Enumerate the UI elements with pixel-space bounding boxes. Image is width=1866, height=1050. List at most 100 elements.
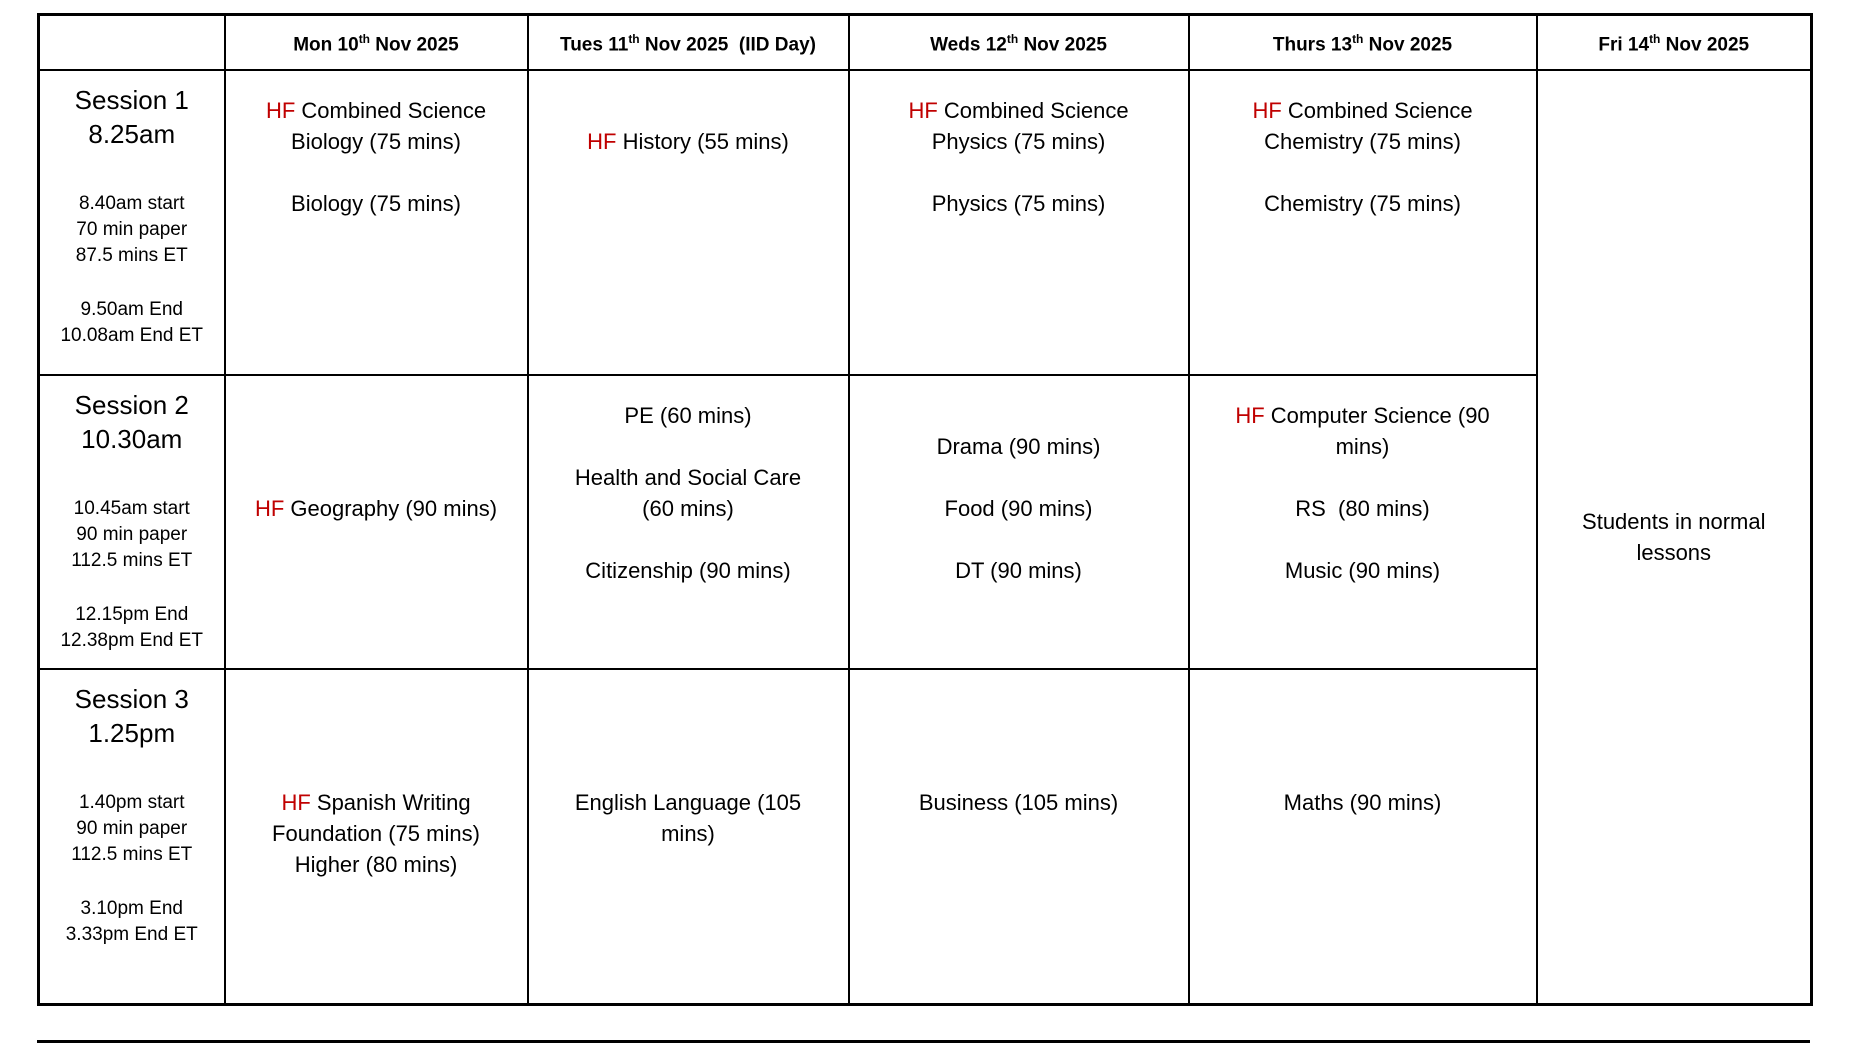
session-2-row: Session 2 10.30am 10.45am start 90 min pape… — [37, 373, 1812, 670]
session-detail: 10.45am start — [73, 497, 190, 519]
exam-timetable: Mon 10th Nov 2025 Tues 11th Nov 2025 (IID… — [37, 13, 1813, 1006]
exam-entry-text: Foundation (75 mins) — [272, 820, 480, 846]
spacer-line — [1198, 694, 1528, 725]
session-name: Session 2 — [74, 389, 189, 420]
day-header-text: Nov 2025 — [1018, 34, 1107, 56]
session-name: Session 1 — [74, 84, 189, 115]
session-end-detail: 10.08am End ET — [60, 324, 204, 346]
day-header-wed: Weds 12th Nov 2025 — [847, 13, 1190, 71]
session-end-detail: 3.33pm End ET — [65, 923, 198, 945]
spacer-line — [234, 400, 519, 431]
exam-entry-text: Geography (90 mins) — [290, 495, 498, 521]
spacer-line — [1198, 725, 1528, 756]
exam-entry: mins) — [1198, 431, 1528, 462]
session-detail: 70 min paper — [76, 218, 188, 240]
day-header-text: Nov 2025 — [1660, 34, 1750, 56]
exam-entry: Physics (75 mins) — [858, 188, 1180, 219]
exam-cell-session-1-mon: HF Combined Science Biology (75 mins) Bio… — [223, 68, 529, 376]
exam-entry: Foundation (75 mins) — [234, 818, 519, 849]
exam-entry: Higher (80 mins) — [234, 849, 519, 880]
exam-entry-text: Spanish Writing — [316, 789, 471, 815]
hf-marker: HF — [908, 97, 938, 123]
session-end-detail: 12.15pm End — [75, 603, 189, 625]
exam-entry-text: Computer Science (90 — [1270, 402, 1490, 428]
spacer-line — [1198, 157, 1528, 188]
spacer-line — [858, 756, 1180, 787]
day-header-text: Thurs 13 — [1272, 34, 1353, 56]
day-header-text: Tues 11 — [560, 34, 629, 56]
exam-entry-text: (60 mins) — [642, 495, 734, 521]
exam-entry: Food (90 mins) — [858, 493, 1180, 524]
spacer-line — [537, 95, 840, 126]
exam-entry-text: DT (90 mins) — [955, 557, 1082, 583]
exam-entry: HF Combined Science — [858, 95, 1180, 126]
exam-entry-text: RS (80 mins) — [1295, 495, 1430, 521]
exam-cell-session-3-tue: English Language (105 mins) — [526, 667, 850, 1006]
spacer-line — [234, 431, 519, 462]
exam-entry-text: Drama (90 mins) — [936, 433, 1101, 459]
hf-marker: HF — [1235, 402, 1265, 428]
ordinal-suffix: th — [358, 32, 371, 47]
exam-entry-text: Combined Science — [943, 97, 1129, 123]
exam-entry: HF Combined Science — [1198, 95, 1528, 126]
spacer-line — [234, 157, 519, 188]
gap — [41, 456, 223, 496]
exam-entry: PE (60 mins) — [537, 400, 840, 431]
spacer-line — [537, 431, 840, 462]
gap — [41, 750, 223, 790]
spacer-line — [537, 524, 840, 555]
session-detail: 112.5 mins ET — [71, 843, 193, 865]
exam-cell-session-3-wed: Business (105 mins) — [847, 667, 1190, 1006]
exam-cell-session-2-wed: Drama (90 mins) Food (90 mins) DT (90 mi… — [847, 373, 1190, 670]
exam-entry: Biology (75 mins) — [234, 188, 519, 219]
session-3-info-cell: Session 3 1.25pm 1.40pm start 90 min paper 1… — [37, 667, 226, 1006]
exam-cell-session-1-wed: HF Combined Science Physics (75 mins) Phy… — [847, 68, 1190, 376]
corner-cell — [37, 13, 226, 71]
friday-normal-lessons-cell: Students in normal lessons — [1535, 68, 1813, 1006]
exam-cell-session-1-thu: HF Combined Science Chemistry (75 mins) C… — [1187, 68, 1538, 376]
session-end-detail: 9.50am End — [80, 298, 183, 320]
exam-entry: RS (80 mins) — [1198, 493, 1528, 524]
exam-entry-text: Music (90 mins) — [1284, 557, 1441, 583]
session-detail: 8.40am start — [78, 192, 185, 214]
exam-entry-text: Biology (75 mins) — [291, 190, 461, 216]
day-header-row: Mon 10th Nov 2025 Tues 11th Nov 2025 (IID… — [37, 13, 1813, 71]
exam-entry-text: Health and Social Care — [574, 464, 802, 490]
exam-entry-text: History (55 mins) — [622, 128, 789, 154]
exam-entry-text: Physics (75 mins) — [931, 128, 1106, 154]
exam-entry-text: Biology (75 mins) — [291, 128, 461, 154]
exam-entry: Drama (90 mins) — [858, 431, 1180, 462]
exam-entry-text: mins) — [661, 820, 715, 846]
exam-cell-session-2-thu: HF Computer Science (90 mins) RS (80 mins… — [1187, 373, 1538, 670]
exam-entry-text: Business (105 mins) — [918, 789, 1119, 815]
hf-marker: HF — [587, 128, 617, 154]
exam-entry: (60 mins) — [537, 493, 840, 524]
day-header-thu: Thurs 13th Nov 2025 — [1187, 13, 1538, 71]
exam-entry: HF History (55 mins) — [537, 126, 840, 157]
exam-entry-text: Physics (75 mins) — [931, 190, 1106, 216]
spacer-line — [234, 462, 519, 493]
exam-cell-session-2-mon: HF Geography (90 mins) — [223, 373, 529, 670]
exam-entry-text: Higher (80 mins) — [294, 851, 458, 877]
exam-entry: Chemistry (75 mins) — [1198, 126, 1528, 157]
exam-entry-text: PE (60 mins) — [624, 402, 752, 428]
spacer-line — [1198, 462, 1528, 493]
exam-entry: mins) — [537, 818, 840, 849]
exam-entry: Music (90 mins) — [1198, 555, 1528, 586]
hf-marker: HF — [254, 495, 285, 521]
exam-entry-text: Maths (90 mins) — [1283, 789, 1442, 815]
spacer-line — [858, 694, 1180, 725]
day-header-tue: Tues 11th Nov 2025 (IID Day) — [526, 13, 850, 71]
spacer-line — [234, 756, 519, 787]
exam-entry-text: Combined Science — [301, 97, 487, 123]
spacer-line — [234, 725, 519, 756]
hf-marker: HF — [265, 97, 296, 123]
exam-entry: Maths (90 mins) — [1198, 787, 1528, 818]
ordinal-suffix: th — [1006, 32, 1019, 47]
ordinal-suffix: th — [1649, 32, 1661, 47]
exam-entry-text: English Language (105 — [574, 789, 802, 815]
session-start-time: 10.30am — [81, 423, 183, 454]
gap — [41, 269, 223, 297]
exam-cell-session-1-tue: HF History (55 mins) — [526, 68, 850, 376]
